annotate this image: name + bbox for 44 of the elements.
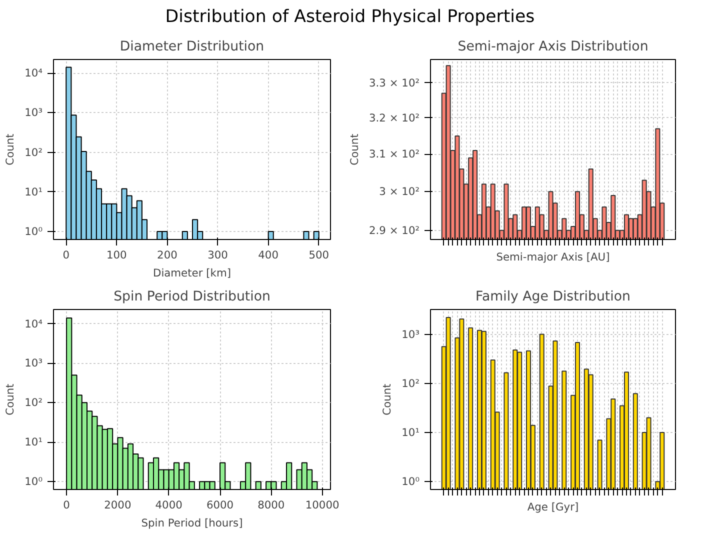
y-tick-label: 10¹ bbox=[402, 426, 420, 439]
y-tick-label: 3.3 × 10² bbox=[369, 76, 420, 90]
chart-title: Spin Period Distribution bbox=[114, 290, 270, 304]
y-tick-label: 10³ bbox=[24, 356, 43, 370]
x-axis-title: Spin Period [hours] bbox=[141, 516, 243, 530]
x-axis-title: Diameter [km] bbox=[153, 266, 232, 280]
y-tick-label: 10¹ bbox=[24, 436, 43, 449]
y-tick-label: 3.1 × 10² bbox=[369, 148, 420, 161]
x-tick-label: 0 bbox=[62, 248, 70, 262]
y-tick-label: 10⁰ bbox=[24, 475, 43, 488]
x-tick-label: 8000 bbox=[258, 498, 285, 512]
chart-title: Diameter Distribution bbox=[120, 40, 264, 54]
y-tick-label: 10² bbox=[402, 376, 420, 390]
x-tick-label: 500 bbox=[308, 248, 330, 262]
x-tick-label: 2000 bbox=[104, 498, 132, 512]
x-tick-label: 6000 bbox=[206, 498, 234, 512]
y-tick-label: 3.2 × 10² bbox=[369, 111, 420, 124]
y-axis-title: Count bbox=[4, 134, 17, 166]
y-axis-title: Count bbox=[4, 384, 17, 416]
x-tick-label: 300 bbox=[208, 248, 228, 262]
x-tick-label: 400 bbox=[258, 248, 279, 262]
y-tick-label: 10³ bbox=[24, 106, 43, 120]
y-tick-label: 10³ bbox=[402, 328, 420, 341]
x-tick-label: 100 bbox=[106, 248, 128, 262]
y-tick-label: 10² bbox=[24, 396, 43, 410]
y-tick-label: 3 × 10² bbox=[379, 185, 420, 198]
x-tick-label: 10000 bbox=[305, 498, 340, 512]
x-tick-label: 200 bbox=[157, 248, 178, 262]
text: Distribution of Asteroid Physical Properties bbox=[165, 6, 535, 29]
y-tick-label: 10⁴ bbox=[24, 317, 43, 330]
x-axis-title: Semi-major Axis [AU] bbox=[496, 250, 610, 264]
y-tick-label: 10² bbox=[24, 146, 43, 159]
y-tick-label: 10⁰ bbox=[402, 475, 420, 488]
x-axis-title: Age [Gyr] bbox=[527, 500, 579, 514]
chart-title: Semi-major Axis Distribution bbox=[458, 40, 648, 54]
y-tick-label: 10⁴ bbox=[24, 66, 43, 80]
y-axis-title: Count bbox=[348, 134, 362, 166]
y-axis-title: Count bbox=[380, 384, 394, 416]
y-tick-label: 10⁰ bbox=[24, 225, 43, 238]
x-tick-label: 0 bbox=[63, 498, 70, 512]
x-tick-label: 4000 bbox=[155, 498, 183, 512]
y-tick-label: 2.9 × 10² bbox=[369, 224, 420, 237]
y-tick-label: 10¹ bbox=[24, 185, 43, 198]
chart-title: Family Age Distribution bbox=[476, 290, 630, 304]
